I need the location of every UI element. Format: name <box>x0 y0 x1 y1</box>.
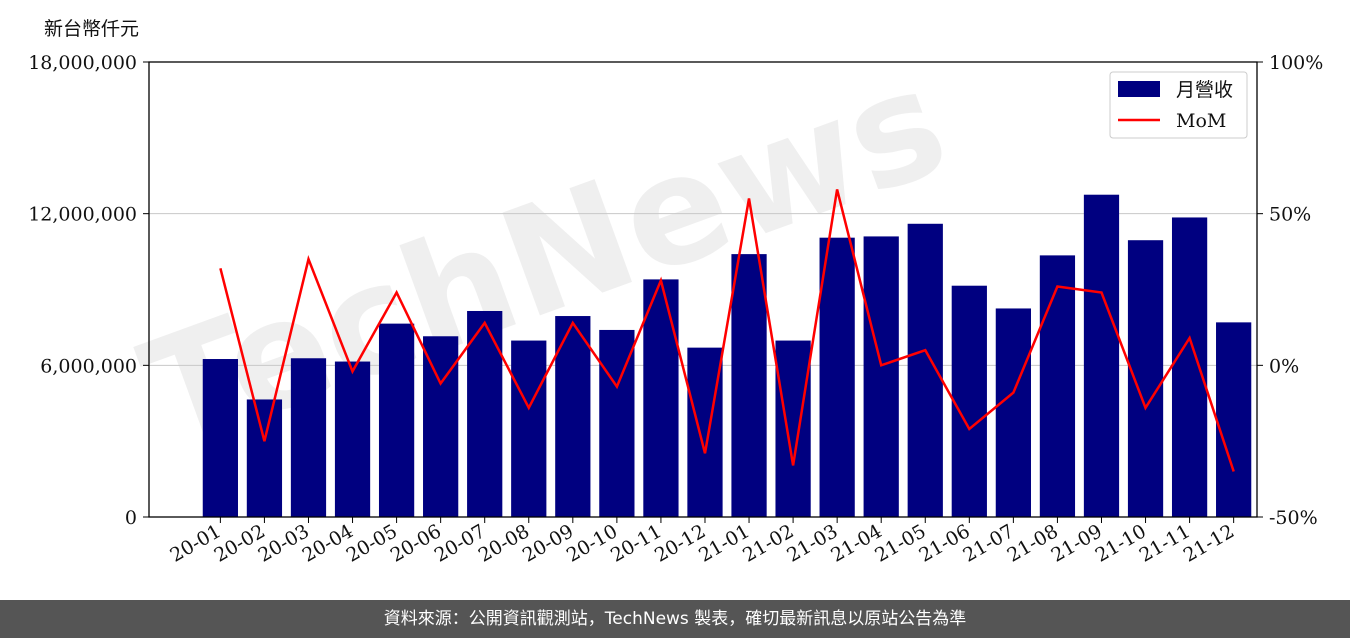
bar <box>1171 217 1208 518</box>
bar <box>202 359 238 517</box>
legend-label-mom: MoM <box>1176 110 1226 132</box>
bar <box>511 340 547 517</box>
source-footer: 資料來源：公開資訊觀測站，TechNews 製表，確切最新訊息以原站公告為準 <box>0 600 1350 638</box>
y-left-tick-label: 18,000,000 <box>28 52 137 74</box>
y-left-tick-label: 0 <box>125 507 137 529</box>
bar <box>555 316 591 517</box>
legend-label-revenue: 月營收 <box>1176 79 1233 101</box>
bar <box>246 399 283 517</box>
bar <box>423 336 459 517</box>
bar <box>731 254 767 517</box>
bar <box>290 358 327 517</box>
bar <box>378 323 415 517</box>
legend-swatch-bar <box>1118 81 1160 97</box>
y-right-tick-label: -50% <box>1269 507 1318 529</box>
bar <box>1039 255 1076 517</box>
bar <box>863 236 899 517</box>
y-axis-unit-label: 新台幣仟元 <box>44 18 140 40</box>
bar <box>775 340 811 517</box>
y-left-tick-label: 12,000,000 <box>28 204 137 226</box>
bar <box>819 237 855 518</box>
y-left-tick-label: 6,000,000 <box>40 355 137 377</box>
y-right-tick-label: 0% <box>1269 355 1299 377</box>
bar <box>687 347 723 517</box>
bar <box>995 308 1031 517</box>
bar <box>1083 194 1120 518</box>
x-tick-label: 21-12 <box>1180 520 1238 566</box>
bar <box>334 361 371 517</box>
y-right-tick-label: 100% <box>1269 52 1323 74</box>
plot-frame <box>148 61 1258 518</box>
bar <box>643 279 679 517</box>
bar <box>951 285 987 517</box>
mom-line <box>219 189 1235 472</box>
y-right-tick-label: 50% <box>1269 204 1311 226</box>
bar <box>1216 322 1252 517</box>
revenue-chart: 新台幣仟元 TechNews 0 6,000,000 12,000,000 18,000… <box>28 18 1323 567</box>
chart-canvas: TechNews06,000,00012,000,00018,000,000-5… <box>28 35 1323 567</box>
